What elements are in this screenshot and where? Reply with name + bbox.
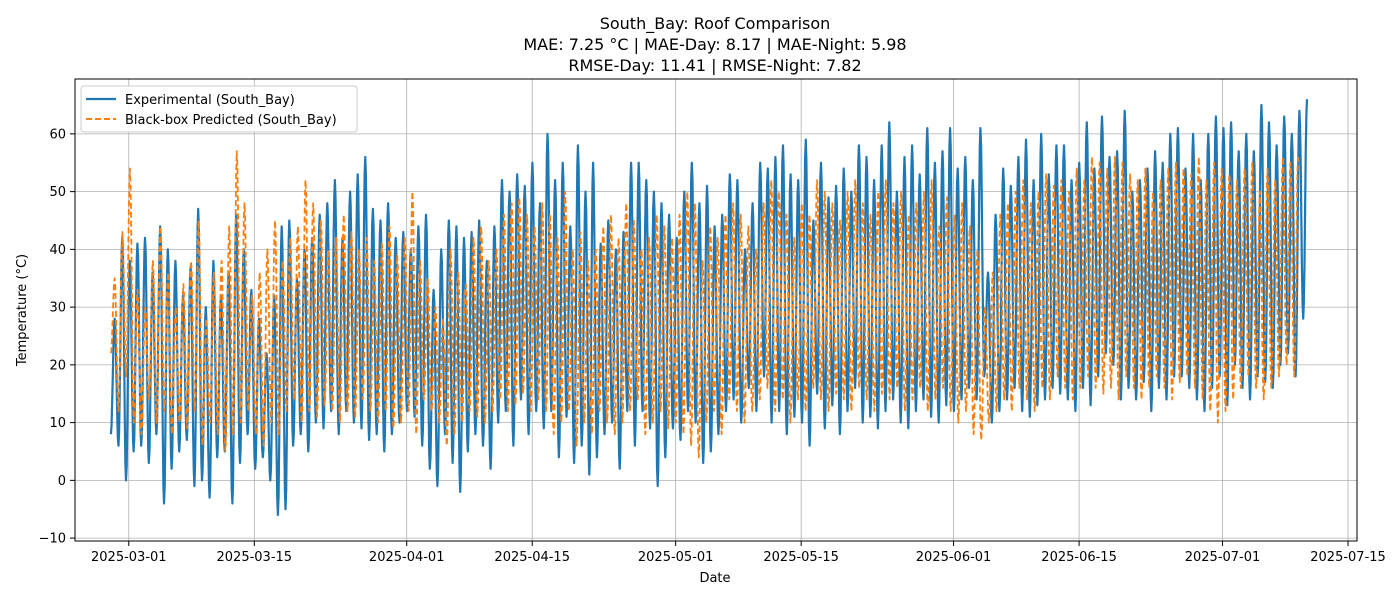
title-line-3: RMSE-Day: 11.41 | RMSE-Night: 7.82: [568, 56, 861, 75]
y-tick-label: 30: [49, 301, 66, 316]
x-tick-label: 2025-03-15: [217, 550, 293, 565]
y-tick-label: 20: [49, 358, 66, 373]
y-axis-ticks: −10 0 10 20 30 40 50 60: [39, 127, 75, 547]
y-tick-label: 10: [49, 416, 66, 431]
series-line-predicted: [110, 150, 1299, 459]
x-tick-label: 2025-07-15: [1310, 550, 1386, 565]
title-line-1: South_Bay: Roof Comparison: [600, 14, 831, 34]
legend-label-predicted: Black-box Predicted (South_Bay): [125, 113, 337, 128]
x-tick-label: 2025-06-15: [1041, 550, 1117, 565]
x-tick-label: 2025-05-15: [763, 550, 839, 565]
x-tick-label: 2025-05-01: [638, 550, 714, 565]
plot-series: [109, 99, 1309, 517]
legend-label-experimental: Experimental (South_Bay): [125, 93, 295, 108]
y-tick-label: 0: [58, 474, 66, 489]
title-line-2: MAE: 7.25 °C | MAE-Day: 8.17 | MAE-Night…: [523, 35, 906, 54]
y-axis-label: Temperature (°C): [15, 254, 30, 367]
x-axis-label: Date: [699, 571, 730, 586]
x-tick-label: 2025-04-15: [494, 550, 570, 565]
y-tick-label: 50: [49, 185, 66, 200]
y-tick-label: −10: [39, 532, 66, 547]
legend-box: [80, 85, 358, 133]
chart-title: South_Bay: Roof Comparison MAE: 7.25 °C …: [523, 14, 906, 75]
x-tick-label: 2025-07-01: [1185, 550, 1261, 565]
x-tick-label: 2025-06-01: [916, 550, 992, 565]
x-axis-ticks: 2025-03-01 2025-03-15 2025-04-01 2025-04-15…: [91, 541, 1386, 565]
x-tick-label: 2025-04-01: [369, 550, 445, 565]
y-tick-label: 40: [49, 243, 66, 258]
legend: Experimental (South_Bay) Black-box Predi…: [80, 85, 358, 133]
x-tick-label: 2025-03-01: [91, 550, 167, 565]
y-tick-label: 60: [49, 127, 66, 142]
plot-frame: [74, 78, 1358, 542]
